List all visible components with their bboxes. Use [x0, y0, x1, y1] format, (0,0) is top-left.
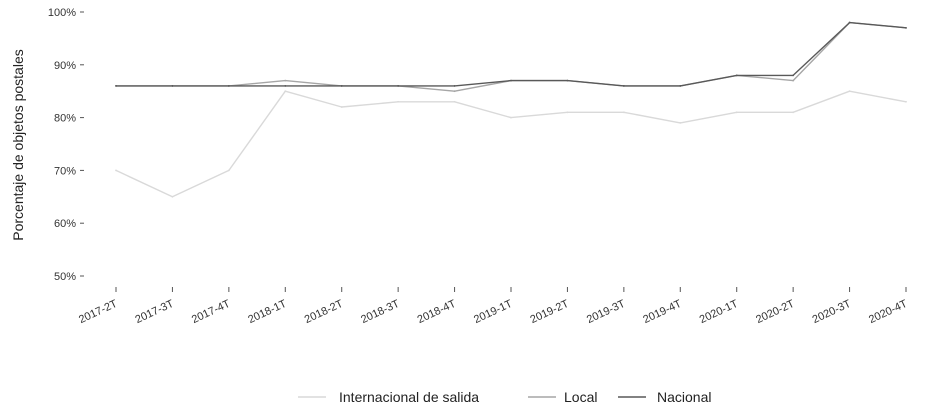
series-2 — [115, 21, 907, 87]
legend-label: Internacional de salida — [339, 389, 479, 405]
x-tick-label: 2019-4T — [641, 298, 683, 326]
data-point — [905, 100, 907, 103]
series-layer — [115, 21, 907, 198]
x-tick-label: 2020-3T — [811, 298, 853, 326]
data-point — [848, 90, 851, 93]
x-tick-label: 2018-4T — [416, 298, 458, 326]
data-point — [622, 85, 625, 87]
data-point — [397, 100, 400, 103]
y-axis: 50% 60% 70% 80% 90% 100% — [48, 7, 84, 283]
x-tick-label: 2020-2T — [754, 298, 796, 326]
x-tick-label: 2018-1T — [246, 298, 288, 326]
data-point — [171, 85, 174, 87]
data-point — [115, 169, 117, 172]
y-tick-label: 100% — [48, 7, 76, 19]
data-point — [453, 85, 456, 87]
data-point — [284, 79, 287, 82]
data-point — [227, 85, 230, 87]
x-tick-label: 2020-4T — [867, 298, 909, 326]
x-axis: 2017-2T 2017-3T 2017-4T 2018-1T 2018-2T 2018-… — [77, 287, 910, 326]
data-point — [622, 111, 625, 114]
data-point — [453, 90, 456, 93]
data-point — [510, 79, 512, 82]
data-point — [227, 169, 230, 172]
x-tick-label: 2019-3T — [585, 298, 627, 326]
series-0 — [115, 90, 907, 198]
x-tick-label: 2020-1T — [698, 298, 740, 326]
data-point — [566, 111, 569, 114]
data-point — [284, 85, 287, 87]
x-tick-label: 2019-1T — [472, 298, 514, 326]
data-point — [284, 90, 287, 93]
y-tick-label: 60% — [54, 218, 76, 230]
data-point — [397, 85, 400, 87]
data-point — [735, 111, 738, 114]
data-point — [792, 79, 795, 82]
data-point — [566, 79, 569, 82]
legend-label: Nacional — [657, 389, 711, 405]
data-point — [848, 21, 851, 24]
series-line — [116, 21, 907, 87]
data-point — [792, 111, 795, 114]
data-point — [340, 106, 343, 108]
x-tick-label: 2017-2T — [77, 298, 119, 326]
y-axis-title: Porcentaje de objetos postales — [10, 49, 26, 240]
legend-item: Nacional — [618, 389, 711, 405]
data-point — [453, 100, 456, 103]
data-point — [340, 85, 343, 87]
data-point — [171, 195, 174, 198]
data-point — [905, 26, 907, 29]
y-tick-label: 80% — [54, 113, 76, 125]
y-tick-label: 90% — [54, 60, 76, 72]
x-tick-label: 2018-2T — [303, 298, 345, 326]
legend: Internacional de salida Local Nacional — [298, 389, 711, 405]
series-line — [115, 90, 907, 198]
data-point — [679, 121, 682, 124]
data-point — [679, 85, 682, 87]
x-tick-label: 2019-2T — [528, 298, 570, 326]
y-tick-label: 70% — [54, 165, 76, 177]
data-point — [510, 116, 512, 119]
data-point — [792, 74, 795, 77]
x-tick-label: 2018-3T — [359, 298, 401, 326]
y-tick-label: 50% — [54, 271, 76, 283]
x-tick-label: 2017-3T — [133, 298, 175, 326]
data-point — [735, 74, 738, 77]
data-point — [115, 85, 117, 87]
legend-item: Local — [528, 389, 597, 405]
x-tick-label: 2017-4T — [190, 298, 232, 326]
legend-item: Internacional de salida — [298, 389, 479, 405]
legend-label: Local — [564, 389, 597, 405]
